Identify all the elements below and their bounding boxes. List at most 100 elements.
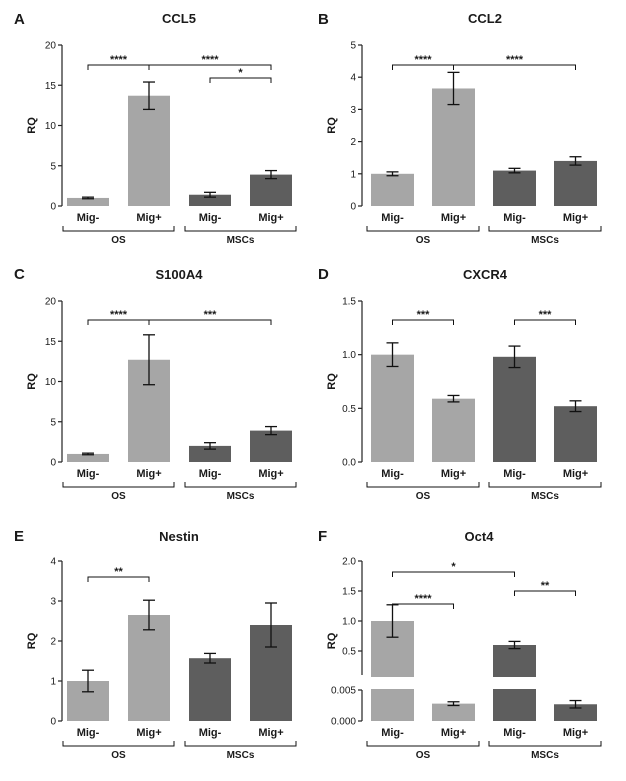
bar [67, 197, 109, 206]
y-axis-label: RQ [26, 117, 38, 134]
significance-label: * [238, 67, 243, 79]
bar [189, 658, 231, 721]
y-tick-label: 0.5 [342, 647, 356, 658]
significance-label: ** [541, 580, 550, 592]
significance-label: **** [414, 54, 432, 66]
significance-label: *** [204, 309, 218, 321]
chart-title: CCL2 [468, 11, 502, 26]
bar [432, 703, 475, 721]
group-label: OS [416, 750, 431, 761]
significance-bracket [209, 77, 272, 83]
group-bracket [366, 741, 480, 747]
y-tick-label: 0.005 [331, 686, 356, 697]
x-tick-label: Mig- [381, 727, 404, 739]
y-tick-label: 10 [45, 377, 57, 388]
y-axis-label: RQ [326, 117, 338, 134]
group-bracket [366, 226, 480, 232]
panel-f: F Oct4 RQ 0.000 0.005 0.5 1.0 1.5 2.0 Mig- Mig+ Mig… [318, 528, 615, 761]
bar [250, 174, 292, 206]
y-tick-label: 1 [50, 677, 56, 688]
significance-label: ** [114, 566, 123, 578]
y-tick-label: 0.0 [342, 458, 356, 469]
y-tick-label: 10 [45, 121, 57, 132]
x-tick-label: Mig- [199, 727, 222, 739]
bar [554, 406, 597, 462]
x-tick-label: Mig+ [136, 468, 161, 480]
chart-title: Nestin [159, 529, 199, 544]
panel-c: C S100A4 RQ 0 5 10 15 20 Mig- Mig+ Mig- Mig+ OS MSCs *… [14, 266, 297, 502]
group-bracket [488, 482, 602, 488]
y-axis-label: RQ [26, 373, 38, 390]
y-tick-label: 1.0 [342, 617, 356, 628]
panel-letter: F [318, 528, 327, 545]
y-axis-label: RQ [326, 632, 338, 649]
bar [128, 615, 170, 721]
significance-label: **** [201, 54, 219, 66]
group-bracket [488, 226, 602, 232]
group-label: OS [416, 235, 431, 246]
y-tick-label: 1.0 [342, 350, 356, 361]
y-tick-label: 3 [50, 597, 56, 608]
group-label: OS [416, 491, 431, 502]
panel-letter: E [14, 528, 24, 545]
significance-label: **** [110, 54, 128, 66]
significance-bracket [514, 319, 576, 325]
x-tick-label: Mig- [381, 212, 404, 224]
x-tick-label: Mig+ [258, 468, 283, 480]
significance-bracket [148, 64, 272, 70]
y-tick-label: 0.5 [342, 404, 356, 415]
chart-title: CCL5 [162, 11, 196, 26]
significance-bracket [392, 603, 454, 609]
x-tick-label: Mig- [199, 468, 222, 480]
x-tick-label: Mig+ [563, 468, 588, 480]
y-tick-label: 0.000 [331, 717, 356, 728]
significance-label: **** [110, 309, 128, 321]
y-tick-label: 15 [45, 337, 57, 348]
significance-label: *** [539, 309, 553, 321]
x-tick-label: Mig+ [441, 727, 466, 739]
significance-bracket [392, 319, 454, 325]
axis-break [363, 677, 615, 689]
x-tick-label: Mig- [503, 727, 526, 739]
x-tick-label: Mig+ [258, 212, 283, 224]
bar [554, 160, 597, 206]
x-tick-label: Mig+ [563, 212, 588, 224]
x-tick-label: Mig+ [441, 212, 466, 224]
panel-e: E Nestin RQ 0 1 2 3 4 Mig- Mig+ Mig- Mig+ OS MSCs ** [14, 528, 297, 761]
bar [371, 354, 414, 462]
group-bracket [184, 482, 297, 488]
y-tick-label: 3 [350, 105, 356, 116]
y-tick-label: 0 [50, 717, 56, 728]
x-tick-label: Mig- [503, 212, 526, 224]
chart-title: Oct4 [465, 529, 495, 544]
bar [371, 173, 414, 206]
y-axis-label: RQ [326, 373, 338, 390]
bar [189, 194, 231, 206]
chart-title: CXCR4 [463, 267, 508, 282]
x-tick-label: Mig- [503, 468, 526, 480]
panel-letter: D [318, 266, 329, 283]
group-bracket [366, 482, 480, 488]
group-bracket [62, 226, 175, 232]
panel-letter: C [14, 266, 25, 283]
group-label: OS [111, 235, 126, 246]
group-label: MSCs [531, 235, 559, 246]
y-tick-label: 2.0 [342, 557, 356, 568]
group-label: OS [111, 491, 126, 502]
x-tick-label: Mig- [381, 468, 404, 480]
y-tick-label: 4 [350, 73, 356, 84]
y-tick-label: 4 [50, 557, 56, 568]
y-tick-label: 1 [350, 169, 356, 180]
significance-bracket [87, 576, 150, 582]
y-axis-label: RQ [26, 632, 38, 649]
significance-label: **** [506, 54, 524, 66]
y-tick-label: 0 [50, 458, 56, 469]
y-tick-label: 2 [350, 137, 356, 148]
group-bracket [184, 741, 297, 747]
y-tick-label: 1.5 [342, 297, 356, 308]
group-label: MSCs [227, 750, 255, 761]
group-bracket [184, 226, 297, 232]
bar [432, 88, 475, 206]
group-label: OS [111, 750, 126, 761]
